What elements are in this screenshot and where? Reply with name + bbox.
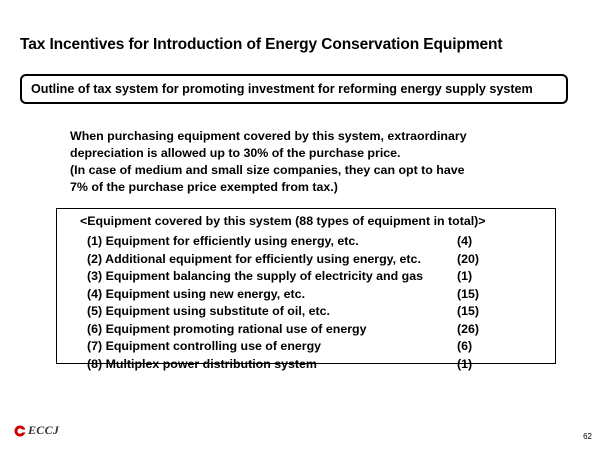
outline-text: Outline of tax system for promoting inve… (31, 82, 533, 96)
equipment-label: (4) Equipment using new energy, etc. (87, 286, 306, 301)
equipment-item: (3) Equipment balancing the supply of el… (87, 268, 527, 286)
equipment-item: (5) Equipment using substitute of oil, e… (87, 303, 527, 321)
intro-paragraph: When purchasing equipment covered by thi… (70, 128, 540, 196)
outline-box: Outline of tax system for promoting inve… (20, 74, 568, 104)
equipment-count: (1) (457, 269, 473, 283)
equipment-box: <Equipment covered by this system (88 ty… (56, 208, 556, 371)
equipment-count: (26) (457, 321, 480, 336)
equipment-list: (1) Equipment for efficiently using ener… (87, 233, 527, 373)
equipment-count: (4) (457, 234, 473, 248)
equipment-header: <Equipment covered by this system (88 ty… (80, 214, 486, 228)
equipment-item: (4) Equipment using new energy, etc. (15… (87, 286, 527, 304)
equipment-count: (15) (457, 286, 480, 301)
intro-line: 7% of the purchase price exempted from t… (70, 180, 338, 194)
equipment-count: (20) (457, 251, 480, 266)
equipment-count: (15) (457, 304, 480, 318)
equipment-label: (6) Equipment promoting rational use of … (87, 321, 367, 336)
equipment-label: (5) Equipment using substitute of oil, e… (87, 304, 330, 318)
intro-line: depreciation is allowed up to 30% of the… (70, 146, 401, 160)
equipment-label: (7) Equipment controlling use of energy (87, 339, 322, 353)
eccj-logo: ECCJ (14, 423, 59, 438)
page-number: 62 (583, 432, 592, 441)
intro-line: When purchasing equipment covered by thi… (70, 129, 467, 143)
equipment-label: (1) Equipment for efficiently using ener… (87, 234, 359, 248)
logo-text: ECCJ (28, 423, 60, 437)
equipment-item: (7) Equipment controlling use of energy … (87, 338, 527, 356)
equipment-item: (6) Equipment promoting rational use of … (87, 321, 527, 339)
equipment-count: (6) (457, 339, 473, 353)
equipment-count: (1) (457, 356, 473, 371)
equipment-item: (8) Multiplex power distribution system … (87, 356, 527, 374)
equipment-label: (3) Equipment balancing the supply of el… (87, 269, 423, 283)
equipment-item: (2) Additional equipment for efficiently… (87, 251, 527, 269)
equipment-label: (2) Additional equipment for efficiently… (87, 251, 421, 266)
intro-line: (In case of medium and small size compan… (70, 163, 465, 177)
eccj-logo-icon (14, 425, 26, 436)
equipment-item: (1) Equipment for efficiently using ener… (87, 233, 527, 251)
slide-title: Tax Incentives for Introduction of Energ… (20, 36, 503, 53)
equipment-label: (8) Multiplex power distribution system (87, 356, 317, 371)
